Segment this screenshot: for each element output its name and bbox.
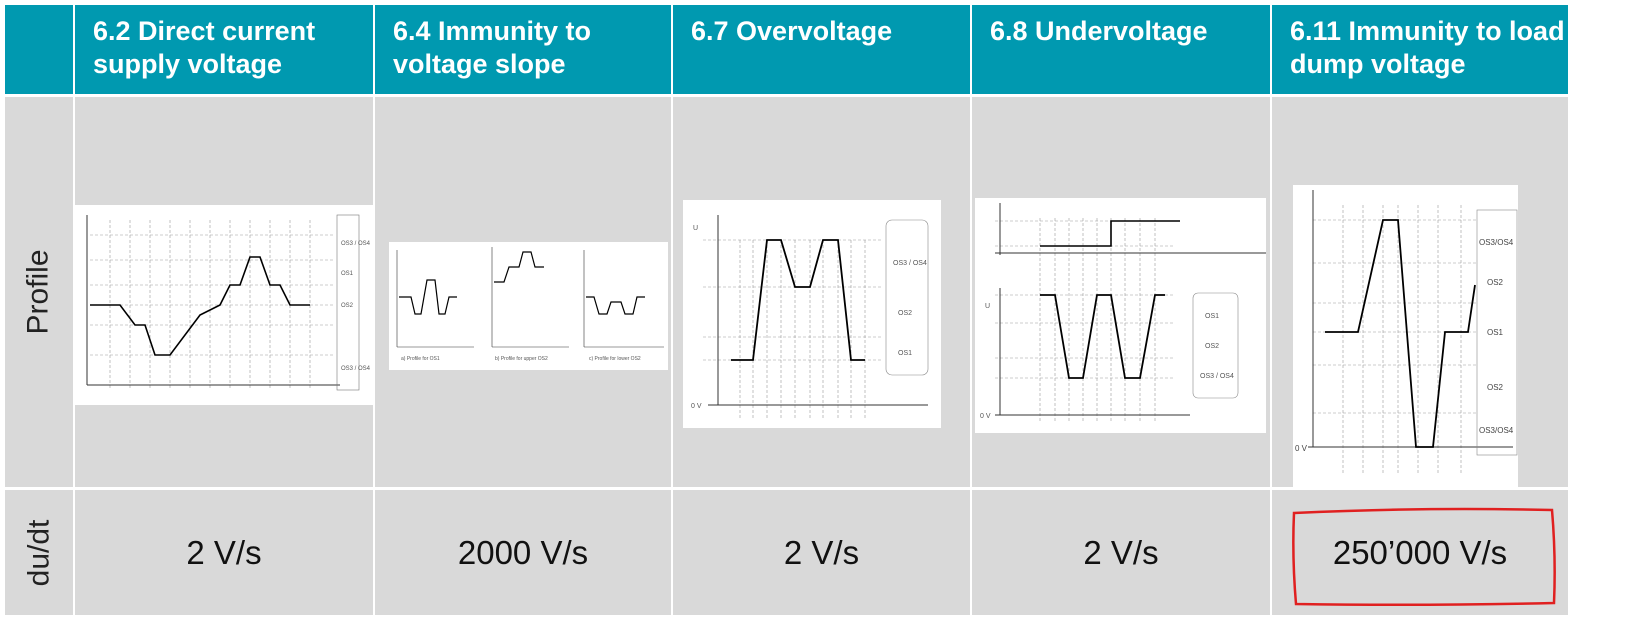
dudt-value-1: 2 V/s	[75, 490, 373, 615]
caption: c) Profile for lower OS2	[589, 356, 641, 362]
header-undervoltage: 6.8 Undervoltage	[972, 5, 1270, 94]
zone-label: OS3 / OS4	[893, 260, 927, 267]
header-load-dump: 6.11 Immunity to load dump voltage	[1272, 5, 1568, 94]
zone-label: OS2	[1205, 343, 1219, 350]
profile-diagram-voltage-slope: a) Profile for OS1 b) Profile for upper …	[389, 242, 668, 370]
dudt-value-2: 2000 V/s	[375, 490, 671, 615]
profile-diagram-undervoltage: U 0 V OS1 OS2 OS3 / OS4	[975, 198, 1266, 433]
profile-diagram-overvoltage: U 0 V OS3 / OS4 OS2 OS1	[683, 200, 941, 428]
row-label-dudt: du/dt	[5, 490, 73, 615]
header-voltage-slope: 6.4 Immunity to voltage slope	[375, 5, 671, 94]
zone-label: OS2	[898, 310, 912, 317]
zone-label: OS3 / OS4	[341, 366, 371, 372]
dudt-label: du/dt	[21, 519, 55, 586]
profile-diagram-dc-supply: OS3 / OS4 OS1 OS2 OS3 / OS4	[75, 205, 373, 405]
header-overvoltage: 6.7 Overvoltage	[673, 5, 970, 94]
row-label-profile: Profile	[5, 97, 73, 487]
zero-label: 0 V	[1295, 444, 1308, 453]
header-corner	[5, 5, 73, 94]
zero-label: 0 V	[980, 413, 991, 420]
dudt-value-4: 2 V/s	[972, 490, 1270, 615]
profile-diagram-load-dump: 0 V OS3/OS4 OS2 OS1 OS2 OS3/OS4	[1293, 185, 1518, 487]
profile-label: Profile	[22, 249, 56, 335]
zone-label: OS3 / OS4	[341, 241, 371, 247]
axis-label: U	[693, 225, 698, 232]
zone-label: OS1	[1205, 313, 1219, 320]
caption: b) Profile for upper OS2	[495, 356, 548, 362]
zone-label: OS2	[1487, 278, 1504, 287]
highlight-box	[1290, 507, 1558, 607]
dudt-value-5: 250’000 V/s	[1272, 490, 1568, 615]
zone-label: OS1	[1487, 328, 1504, 337]
zone-label: OS1	[341, 271, 354, 277]
caption: a) Profile for OS1	[401, 356, 440, 362]
zone-label: OS3/OS4	[1479, 426, 1514, 435]
axis-label: U	[985, 303, 990, 310]
dudt-value-3: 2 V/s	[673, 490, 970, 615]
zone-label: OS3/OS4	[1479, 238, 1514, 247]
zone-label: OS3 / OS4	[1200, 373, 1234, 380]
zero-label: 0 V	[691, 403, 702, 410]
zone-label: OS1	[898, 350, 912, 357]
zone-label: OS2	[341, 303, 354, 309]
zone-label: OS2	[1487, 383, 1504, 392]
header-dc-supply: 6.2 Direct current supply voltage	[75, 5, 373, 94]
